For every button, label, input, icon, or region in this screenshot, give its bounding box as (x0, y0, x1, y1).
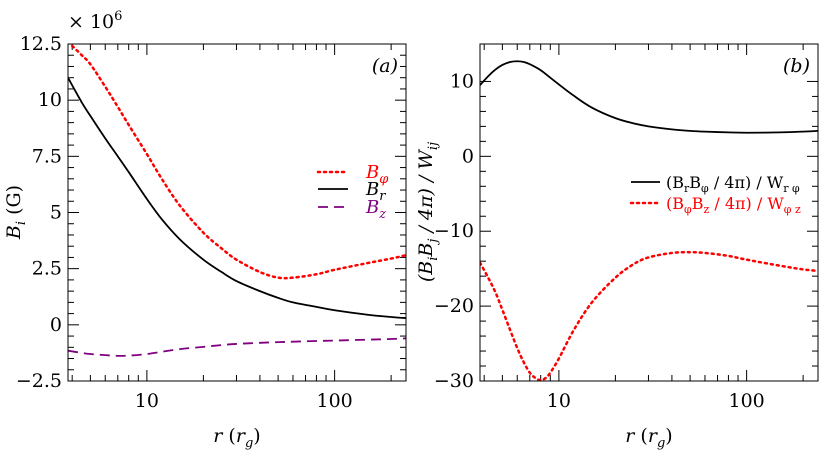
panel-a-x-axis-label: r (rg) (213, 425, 260, 451)
legend-label-b-r: Br (365, 179, 386, 204)
panel-a-y-tick-label: 10 (38, 89, 62, 111)
panel-a: 10 100 −2.5 0 2.5 5 7.5 10 12.5 (a) × 106 Bi (G)… (3, 9, 407, 451)
panel-b-series-line-0 (480, 60, 818, 134)
panel-b-y-tick-label: −10 (434, 220, 474, 242)
panel-b-x-tick-label: 10 (547, 390, 571, 412)
panel-b-series-line-1 (480, 250, 818, 381)
legend-label-rphi: (BrBφ / 4π) / Wr φ (666, 173, 800, 195)
panel-a-y-axis-label: Bi (G) (3, 185, 29, 240)
panel-a-y-tick-label: 7.5 (32, 145, 62, 167)
panel-b-y-axis-label: (BiBj / 4π) / Wij (415, 142, 441, 282)
panel-a-y-tick-label: 12.5 (20, 33, 62, 55)
panel-a-legend: Bφ Br Bz (316, 162, 389, 222)
panel-a-frame (67, 43, 407, 382)
panel-a-series-line-1 (68, 77, 406, 319)
panel-b-x-tick-label: 100 (728, 390, 764, 412)
panel-a-label: (a) (372, 55, 398, 77)
panel-a-series-line-2 (68, 337, 406, 357)
panel-b-y-tick-label: −30 (434, 370, 474, 392)
legend-label-phiz: (BφBz / 4π) / Wφ z (666, 194, 801, 216)
panel-a-y-multiplier: × 106 (68, 9, 122, 33)
panel-b-y-tick-label: 0 (462, 145, 474, 167)
legend-label-b-phi: Bφ (365, 162, 389, 187)
panel-b-marks: 10 100 −30 −20 −10 0 10 (434, 44, 818, 412)
legend-label-b-z: Bz (365, 197, 386, 222)
panel-b-frame (479, 43, 819, 382)
panel-b-y-tick-label: 10 (450, 70, 474, 92)
panel-a-y-tick-label: −2.5 (16, 370, 62, 392)
panel-a-marks: 10 100 −2.5 0 2.5 5 7.5 10 12.5 (16, 33, 406, 412)
panel-a-y-tick-label: 2.5 (32, 258, 62, 280)
panel-a-y-tick-label: 0 (50, 314, 62, 336)
panel-a-x-tick-label: 10 (135, 390, 159, 412)
panel-a-x-tick-label: 100 (316, 390, 352, 412)
panel-b-y-tick-label: −20 (434, 295, 474, 317)
panel-a-y-tick-label: 5 (50, 202, 62, 224)
panel-b-x-axis-label: r (rg) (625, 425, 672, 451)
panel-b-label: (b) (783, 55, 810, 77)
panel-a-series-line-0 (68, 44, 406, 280)
panel-b-legend: (BrBφ / 4π) / Wr φ (BφBz / 4π) / Wφ z (629, 173, 801, 216)
